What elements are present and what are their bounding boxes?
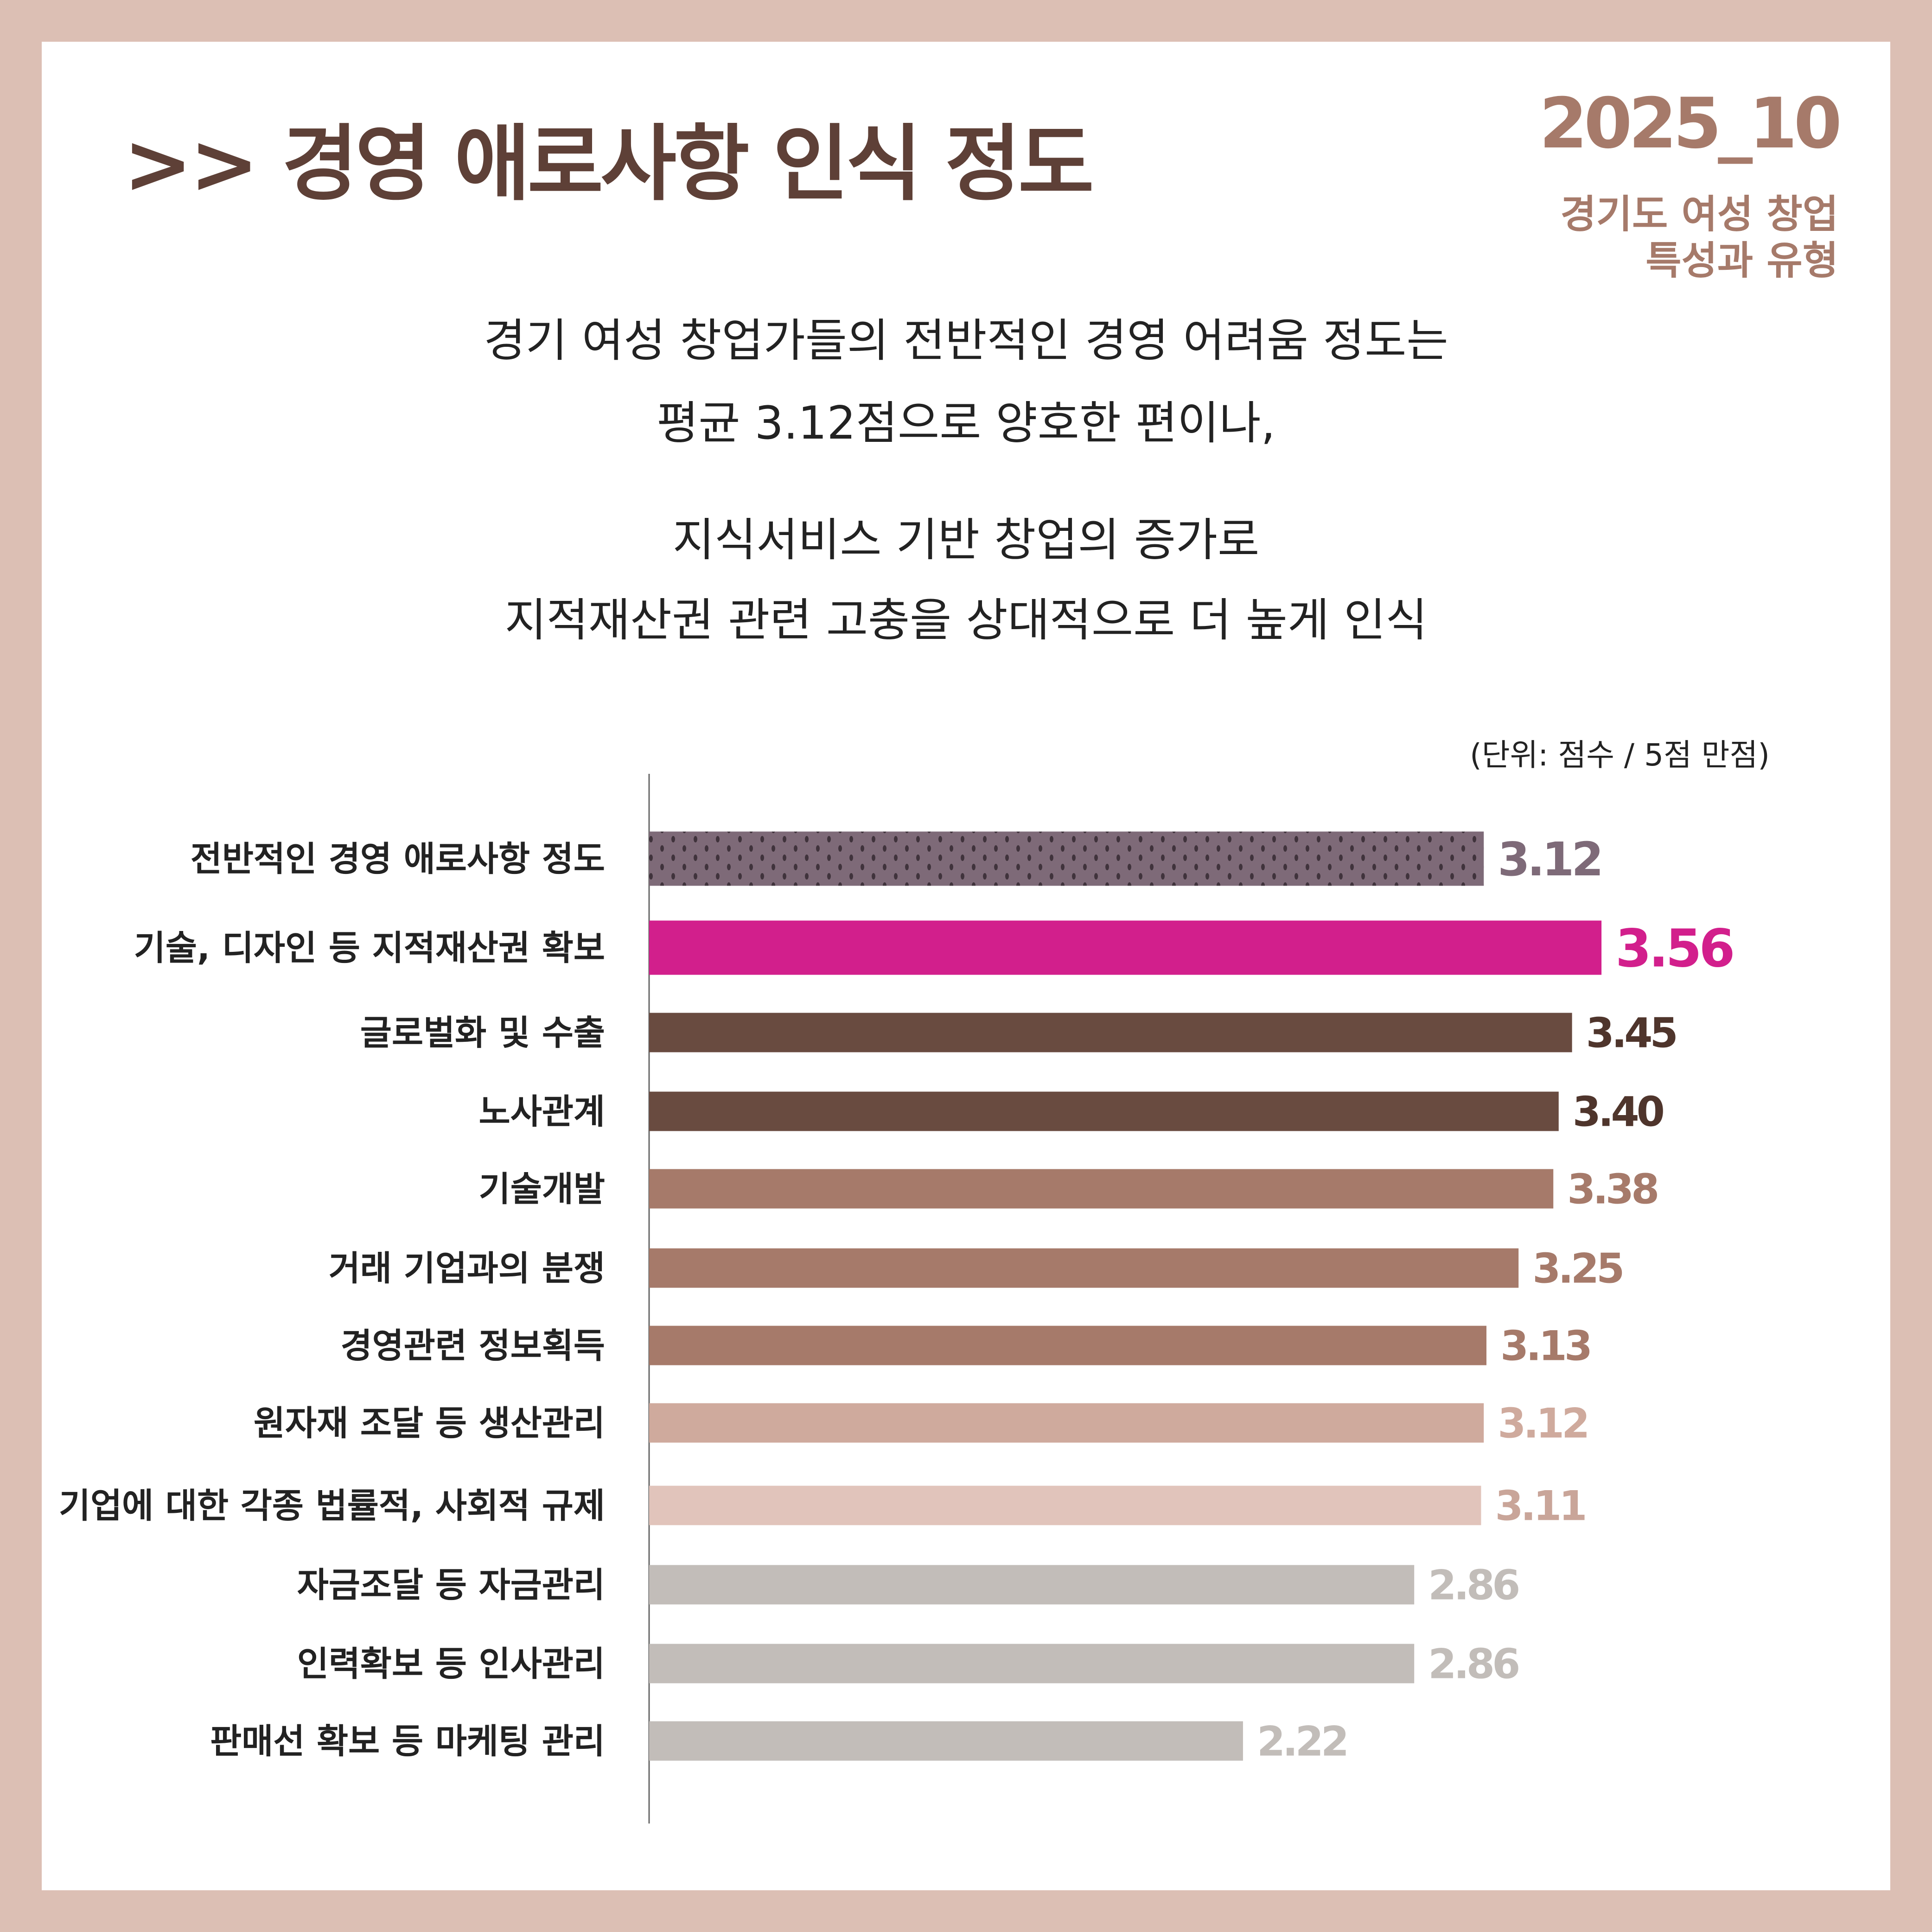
bar <box>649 920 1602 975</box>
bar <box>649 1565 1415 1605</box>
category-label: 인력확보 등 인사관리 <box>297 1644 605 1684</box>
bar <box>649 1403 1484 1443</box>
value-label: 3.12 <box>1498 832 1601 886</box>
value-label: 3.25 <box>1532 1245 1622 1293</box>
bar <box>649 831 1484 886</box>
report-date: 2025_10 <box>1539 83 1842 164</box>
page-title: >> 경영 애로사항 인식 정도 <box>123 116 1094 212</box>
report-subtitle-line-2: 특성과 유형 <box>1645 238 1838 283</box>
description-line-4: 지적재산권 관련 고충을 상대적으로 더 높게 인식 <box>504 594 1428 647</box>
value-label: 2.22 <box>1257 1718 1346 1766</box>
category-label: 경영관련 정보획득 <box>341 1326 605 1366</box>
bar <box>649 1721 1243 1761</box>
bar <box>649 1169 1554 1209</box>
unit-note: (단위: 점수 / 5점 만점) <box>1470 737 1770 773</box>
value-label: 3.56 <box>1615 918 1732 979</box>
value-label: 3.38 <box>1567 1166 1657 1213</box>
category-label: 원자재 조달 등 생산관리 <box>254 1403 605 1443</box>
value-label: 3.13 <box>1500 1322 1590 1370</box>
value-label: 3.11 <box>1495 1482 1585 1530</box>
bar <box>649 1486 1481 1525</box>
description-line-3: 지식서비스 기반 창업의 증가로 <box>672 514 1260 567</box>
category-label: 글로벌화 및 수출 <box>360 1013 605 1053</box>
category-label: 전반적인 경영 애로사항 정도 <box>191 839 605 879</box>
bar <box>649 1326 1487 1365</box>
category-label: 거래 기업과의 분쟁 <box>329 1249 605 1288</box>
bar <box>649 1013 1572 1052</box>
value-label: 2.86 <box>1428 1640 1518 1688</box>
value-label: 3.40 <box>1573 1088 1664 1136</box>
report-subtitle-line-1: 경기도 여성 창업 <box>1560 191 1838 237</box>
description-line-2: 평균 3.12점으로 양호한 편이나, <box>657 397 1275 450</box>
bar <box>649 1091 1559 1131</box>
bar <box>649 1248 1519 1288</box>
category-label: 판매선 확보 등 마케팅 관리 <box>210 1722 605 1761</box>
category-label: 노사관계 <box>479 1092 605 1132</box>
category-label: 기술개발 <box>479 1169 605 1209</box>
value-label: 2.86 <box>1428 1562 1518 1609</box>
description-line-1: 경기 여성 창업가들의 전반적인 경영 어려움 정도는 <box>484 314 1448 367</box>
category-label: 기업에 대한 각종 법률적, 사회적 규제 <box>59 1486 605 1526</box>
value-label: 3.12 <box>1498 1400 1587 1447</box>
value-label: 3.45 <box>1586 1009 1676 1057</box>
bar <box>649 1644 1415 1683</box>
category-label: 기술, 디자인 등 지적재산권 확보 <box>134 928 605 968</box>
category-label: 자금조달 등 자금관리 <box>297 1565 605 1605</box>
